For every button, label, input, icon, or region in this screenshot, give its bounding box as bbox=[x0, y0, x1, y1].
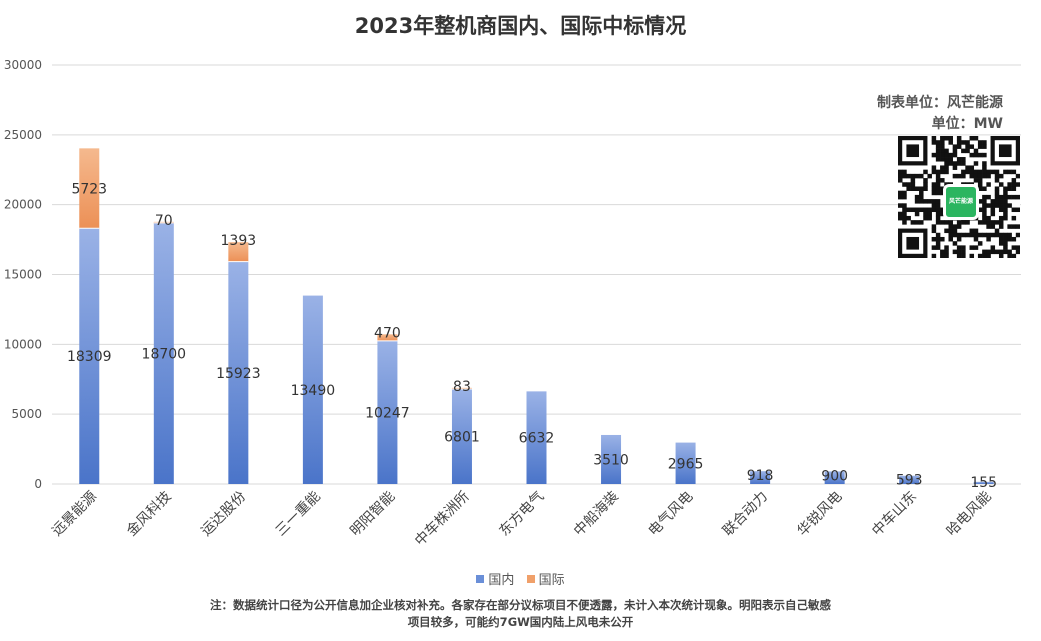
data-label-domestic: 10247 bbox=[365, 405, 410, 421]
y-tick-label: 25000 bbox=[4, 128, 42, 142]
bar-domestic bbox=[750, 471, 771, 484]
y-tick-label: 15000 bbox=[4, 268, 42, 282]
x-category-label: 联合动力 bbox=[720, 489, 771, 540]
bar-domestic bbox=[899, 475, 920, 484]
legend-label-domestic: 国内 bbox=[488, 573, 515, 588]
y-tick-label: 5000 bbox=[11, 407, 42, 421]
bar-domestic bbox=[228, 261, 249, 484]
x-category-label: 运达股份 bbox=[198, 489, 249, 540]
qr-logo-icon: 风芒能源 bbox=[943, 184, 979, 220]
data-label-international: 1393 bbox=[221, 233, 257, 249]
data-label-domestic: 6801 bbox=[444, 430, 480, 446]
chart-title: 2023年整机商国内、国际中标情况 bbox=[354, 14, 687, 38]
bar-international bbox=[228, 242, 249, 262]
bars bbox=[79, 148, 994, 484]
footnote: 注：数据统计口径为公开信息加企业核对补充。各家存在部分议标项目不便透露，未计入本… bbox=[0, 597, 1041, 631]
data-label-domestic: 593 bbox=[896, 473, 923, 489]
bar-domestic bbox=[601, 434, 622, 484]
footnote-line-2: 项目较多，可能约7GW国内陆上风电未公开 bbox=[407, 615, 634, 629]
x-category-label: 中车株洲所 bbox=[411, 488, 473, 550]
legend-swatch-international bbox=[526, 574, 535, 583]
data-label-domestic: 900 bbox=[821, 468, 848, 484]
bar-domestic bbox=[675, 442, 696, 484]
x-category-label: 华锐风电 bbox=[795, 489, 846, 540]
data-label-international: 5723 bbox=[71, 181, 107, 197]
data-label-domestic: 18309 bbox=[67, 349, 112, 365]
x-category-label: 东方电气 bbox=[496, 489, 547, 540]
x-category-label: 金风科技 bbox=[124, 489, 175, 540]
legend-item-international: 国际 bbox=[526, 569, 565, 588]
y-tick-label: 20000 bbox=[4, 198, 42, 212]
y-tick-label: 0 bbox=[34, 477, 42, 491]
bar-international bbox=[79, 148, 100, 229]
data-labels: 18309 5723 18700 70 15923 1393 13490 10247 470 68… bbox=[67, 181, 997, 491]
data-label-domestic: 13490 bbox=[291, 383, 336, 399]
data-label-domestic: 18700 bbox=[142, 346, 187, 362]
legend-swatch-domestic bbox=[476, 574, 485, 583]
x-category-label: 哈电风能 bbox=[944, 489, 995, 540]
x-category-label: 三一重能 bbox=[273, 489, 324, 540]
legend-item-domestic: 国内 bbox=[476, 569, 514, 588]
data-label-domestic: 2965 bbox=[668, 456, 704, 472]
data-label-domestic: 918 bbox=[747, 468, 774, 484]
legend-label-international: 国际 bbox=[538, 573, 565, 588]
legend: 国内 国际 bbox=[0, 569, 1041, 588]
x-category-label: 中船海装 bbox=[571, 489, 622, 540]
credit-maker: 制表单位：风芒能源 bbox=[877, 95, 1003, 111]
bar-domestic bbox=[451, 389, 472, 484]
x-category-label: 远景能源 bbox=[49, 489, 100, 540]
data-label-international: 83 bbox=[453, 379, 471, 395]
data-label-domestic: 6632 bbox=[519, 431, 555, 447]
bar-domestic bbox=[377, 340, 398, 484]
data-label-domestic: 15923 bbox=[216, 366, 261, 382]
bar-domestic bbox=[302, 295, 323, 484]
bar-domestic bbox=[824, 471, 845, 484]
data-label-domestic: 155 bbox=[970, 475, 997, 491]
data-label-domestic: 3510 bbox=[593, 452, 629, 468]
bar-domestic bbox=[153, 222, 174, 484]
bar-international bbox=[377, 334, 398, 341]
x-category-label: 中车山东 bbox=[868, 488, 920, 540]
data-label-international: 470 bbox=[374, 325, 401, 341]
x-category-label: 电气风电 bbox=[645, 489, 696, 540]
bar-domestic bbox=[973, 481, 994, 484]
bar-domestic bbox=[526, 391, 547, 484]
footnote-line-1: 注：数据统计口径为公开信息加企业核对补充。各家存在部分议标项目不便透露，未计入本… bbox=[210, 598, 831, 612]
y-tick-label: 30000 bbox=[4, 58, 42, 72]
x-category-label: 明阳智能 bbox=[347, 489, 398, 540]
bar-domestic bbox=[79, 228, 100, 484]
y-tick-label: 10000 bbox=[4, 337, 42, 351]
credit-unit: 单位：MW bbox=[931, 116, 1003, 132]
data-label-international: 70 bbox=[155, 213, 173, 229]
